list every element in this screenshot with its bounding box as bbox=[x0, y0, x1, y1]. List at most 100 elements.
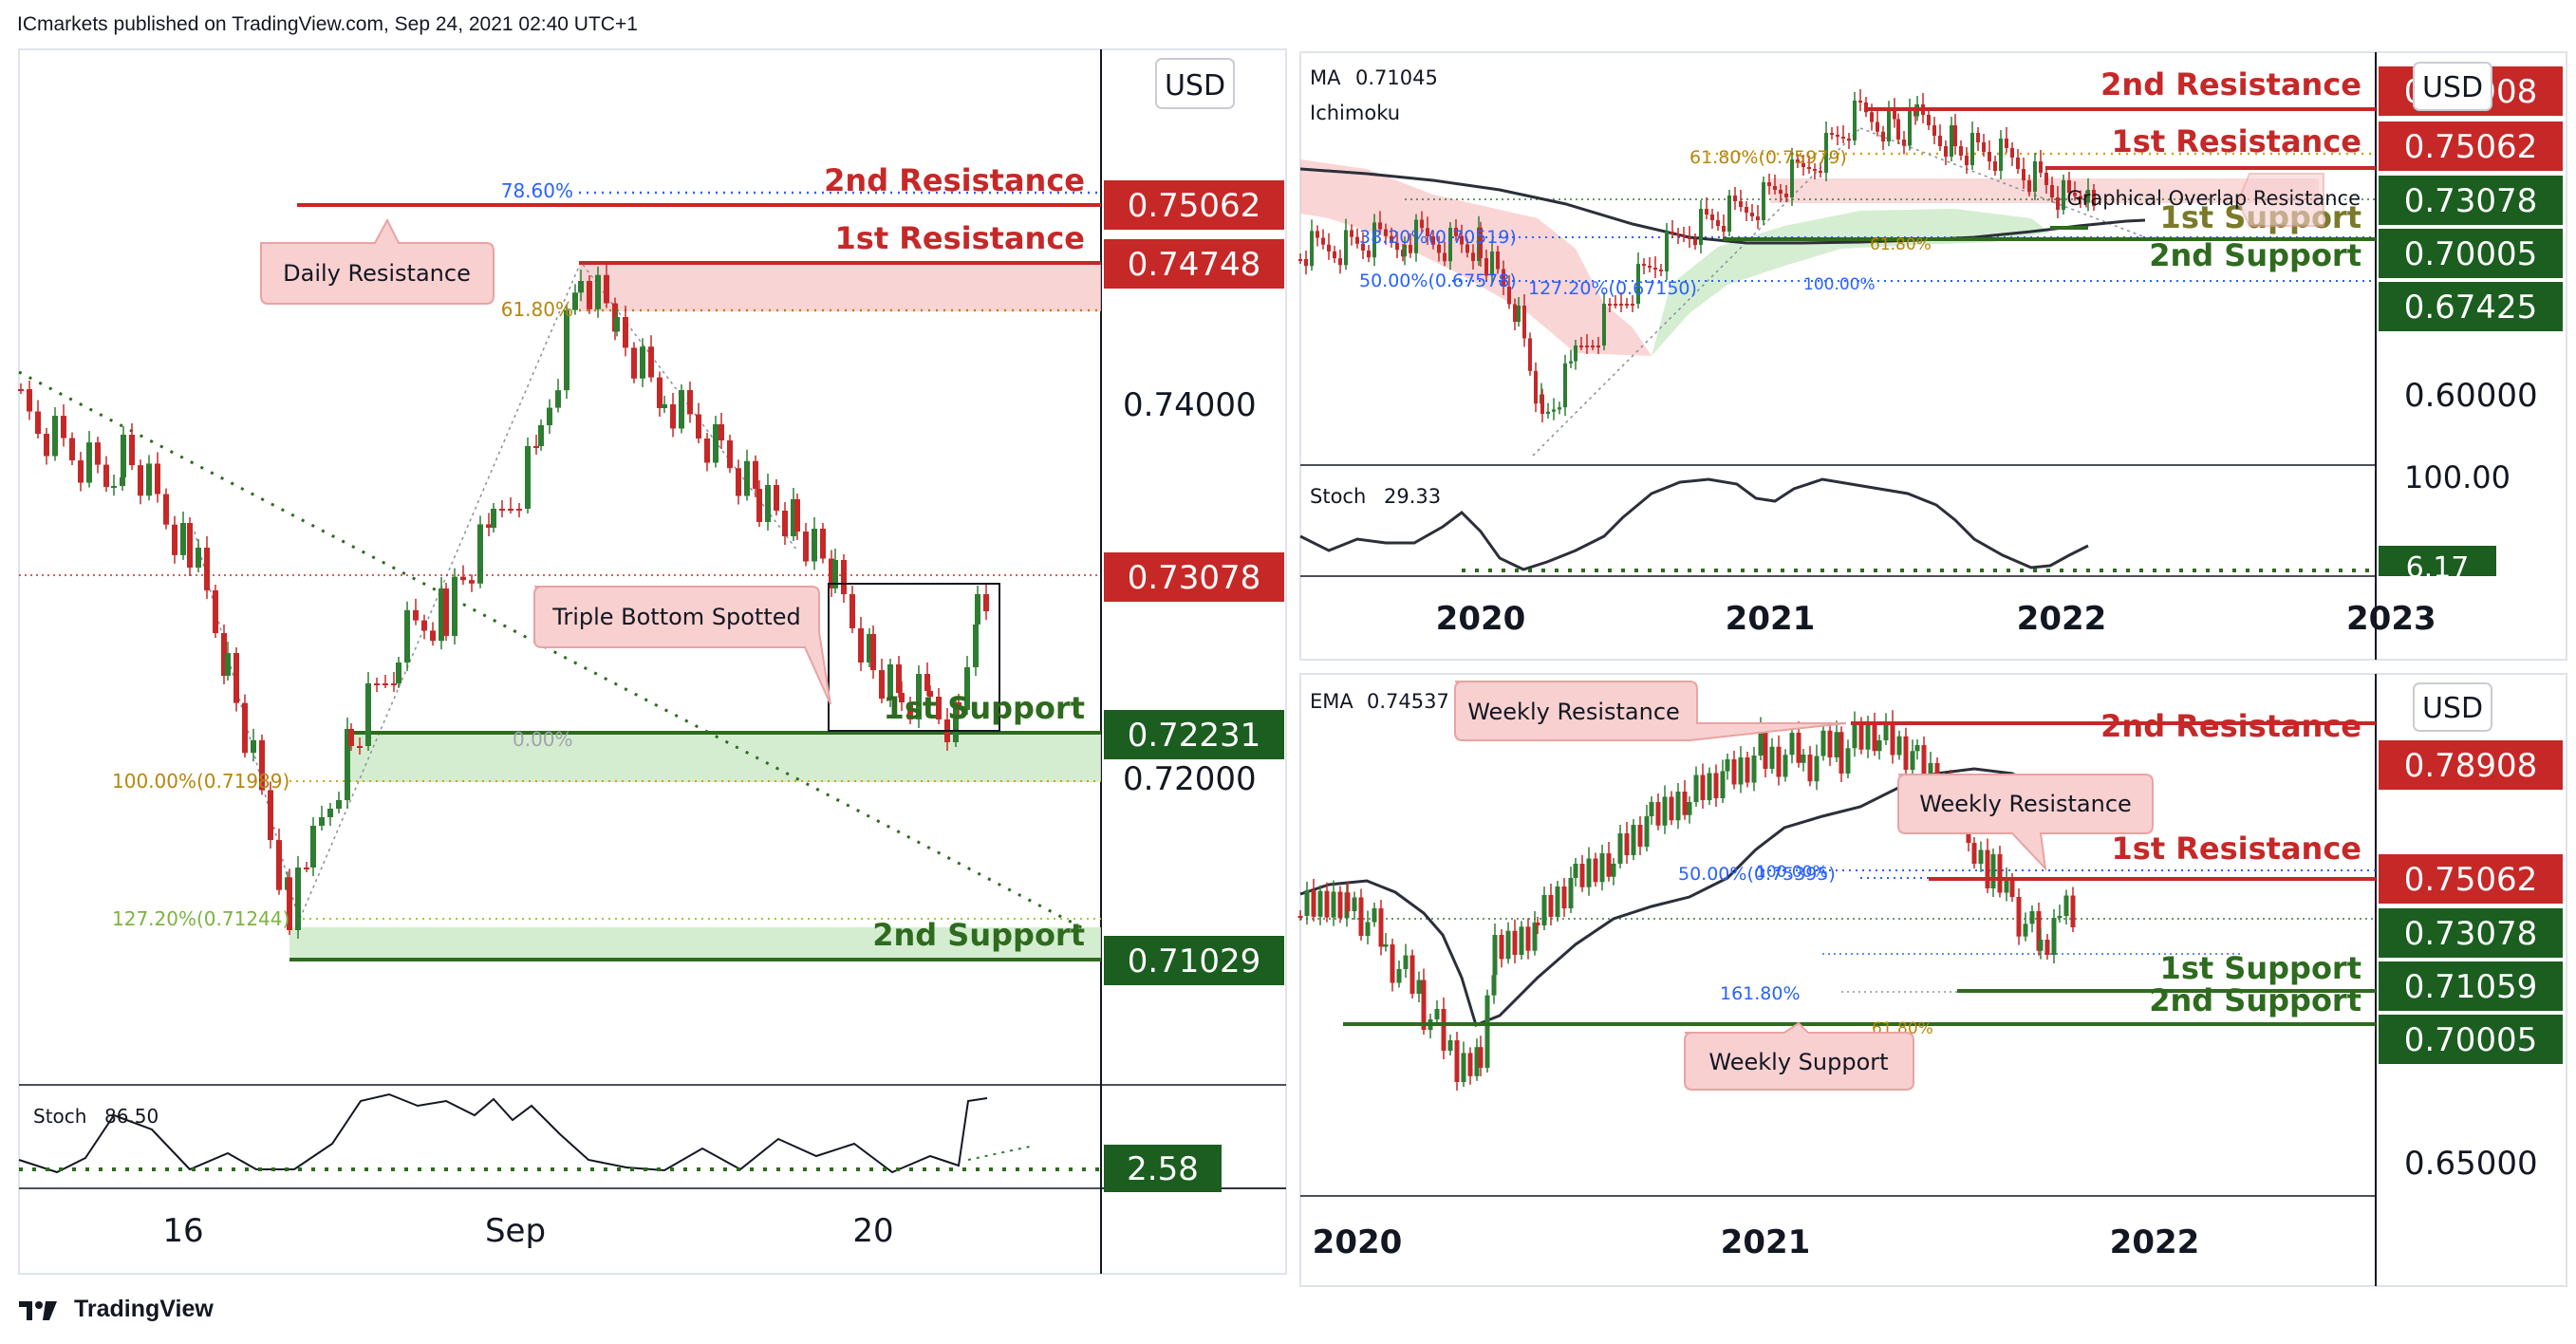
svg-text:0.78908: 0.78908 bbox=[2404, 747, 2538, 785]
candle bbox=[956, 702, 961, 710]
candle bbox=[1345, 892, 1351, 911]
triple-bottom-callout[interactable]: Triple Bottom Spotted bbox=[533, 586, 831, 705]
price-tag-1st-support: 0.72231 bbox=[1104, 710, 1284, 759]
candle bbox=[983, 594, 989, 611]
svg-text:0.70005: 0.70005 bbox=[2404, 1021, 2538, 1059]
time-tick: 16 bbox=[162, 1212, 203, 1250]
descending-trendline[interactable] bbox=[18, 370, 1088, 932]
candle bbox=[357, 746, 363, 748]
candle bbox=[1591, 345, 1595, 347]
candle bbox=[829, 558, 834, 588]
candle bbox=[1813, 169, 1817, 171]
candle bbox=[1971, 843, 1977, 864]
svg-text:0.74748: 0.74748 bbox=[1128, 246, 1261, 284]
candle bbox=[276, 840, 282, 890]
candle bbox=[1390, 944, 1395, 983]
candle bbox=[1959, 146, 1963, 156]
rt-currency-badge[interactable]: USD bbox=[2413, 62, 2492, 111]
weekly-ema-pane[interactable]: EMA 0.74537 2nd Resistance 1st Resistanc… bbox=[1291, 664, 2576, 1291]
candle bbox=[103, 464, 109, 488]
candle bbox=[1579, 345, 1583, 347]
candle bbox=[774, 485, 779, 511]
candle bbox=[1311, 889, 1316, 917]
daily-resistance-callout[interactable]: Daily Resistance bbox=[260, 217, 495, 305]
candle bbox=[1331, 891, 1336, 918]
candle bbox=[1352, 897, 1357, 911]
candle bbox=[1727, 196, 1731, 232]
candle bbox=[1767, 182, 1771, 186]
candle bbox=[1586, 858, 1592, 887]
stoch-line bbox=[18, 1092, 988, 1174]
candle bbox=[1454, 1040, 1460, 1082]
candle bbox=[794, 499, 800, 532]
candle bbox=[670, 404, 676, 429]
weekly-support-callout[interactable]: Weekly Support bbox=[1684, 1021, 1914, 1091]
svg-text:0.71059: 0.71059 bbox=[2404, 968, 2538, 1006]
candle bbox=[1378, 908, 1384, 947]
price-tick: 0.74000 bbox=[1123, 386, 1257, 424]
candle bbox=[604, 274, 609, 304]
candle bbox=[679, 390, 684, 429]
candle bbox=[1522, 306, 1526, 339]
graphical-overlap-callout[interactable]: Graphical Overlap Resistance bbox=[2066, 173, 2361, 227]
triple-bottom-box[interactable] bbox=[828, 583, 1000, 732]
fib-label: 61.80% bbox=[501, 298, 573, 321]
candle bbox=[146, 463, 152, 496]
candle bbox=[2092, 190, 2096, 206]
tradingview-footer[interactable]: TradingView bbox=[17, 1296, 214, 1323]
rb-currency-badge[interactable]: USD bbox=[2413, 682, 2492, 732]
candle bbox=[439, 588, 444, 642]
weekly-resistance-callout-2[interactable]: Weekly Resistance bbox=[1897, 774, 2154, 871]
candle bbox=[1814, 756, 1820, 782]
price-tag-1st-support: 0.70005 bbox=[2379, 229, 2563, 278]
candle bbox=[841, 560, 847, 594]
candle bbox=[1710, 215, 1714, 220]
candle bbox=[1705, 209, 1708, 215]
candle bbox=[820, 529, 826, 559]
candle bbox=[1414, 219, 1418, 253]
weekly-resistance-callout-1[interactable]: Weekly Resistance bbox=[1454, 681, 1847, 741]
rt-2nd-resistance-label: 2nd Resistance bbox=[2100, 66, 2361, 103]
fib-label: 78.60% bbox=[501, 179, 573, 202]
candle bbox=[1722, 226, 1726, 232]
candle bbox=[1783, 755, 1788, 777]
candle bbox=[870, 634, 876, 670]
candle bbox=[2070, 895, 2076, 927]
candle bbox=[327, 809, 333, 817]
candle bbox=[1512, 930, 1518, 955]
candle bbox=[1676, 233, 1680, 235]
candle bbox=[1507, 287, 1511, 305]
candle bbox=[1304, 259, 1308, 267]
candle bbox=[1870, 112, 1874, 122]
candle bbox=[452, 576, 457, 636]
candle bbox=[849, 594, 855, 628]
candle bbox=[2005, 139, 2008, 148]
stoch-trend bbox=[967, 1146, 1031, 1161]
time-tick: 2023 bbox=[2346, 600, 2436, 638]
candle bbox=[1431, 236, 1435, 245]
candle bbox=[1304, 889, 1310, 916]
candle bbox=[1421, 980, 1427, 1030]
daily-chart-pane[interactable]: 2nd Resistance 1st Resistance 1st Suppor… bbox=[0, 0, 1300, 1291]
candle bbox=[1496, 252, 1500, 270]
time-tick: 2020 bbox=[1313, 1223, 1403, 1261]
candle bbox=[336, 800, 342, 809]
fib-label: 100.00% bbox=[1803, 275, 1876, 294]
price-tick: 0.65000 bbox=[2404, 1145, 2538, 1183]
candle bbox=[1617, 833, 1623, 864]
left-currency-badge[interactable]: USD bbox=[1155, 58, 1235, 109]
candle bbox=[469, 580, 475, 584]
candle bbox=[1865, 724, 1871, 750]
candle bbox=[1383, 944, 1389, 947]
candle bbox=[1993, 161, 1997, 171]
weekly-ichimoku-pane[interactable]: MA 0.71045 Ichimoku 2nd Resistance 1st R… bbox=[1291, 0, 2576, 664]
candle bbox=[1970, 133, 1974, 165]
candle bbox=[1471, 252, 1475, 261]
candle bbox=[1593, 858, 1598, 883]
stoch-level-tag: 2.58 bbox=[1104, 1145, 1222, 1192]
candle bbox=[657, 377, 663, 408]
time-tick: 2020 bbox=[1436, 600, 1526, 638]
candle bbox=[1908, 110, 1912, 146]
price-tag-last: 0.73078 bbox=[2379, 176, 2563, 225]
candle bbox=[1872, 724, 1877, 752]
